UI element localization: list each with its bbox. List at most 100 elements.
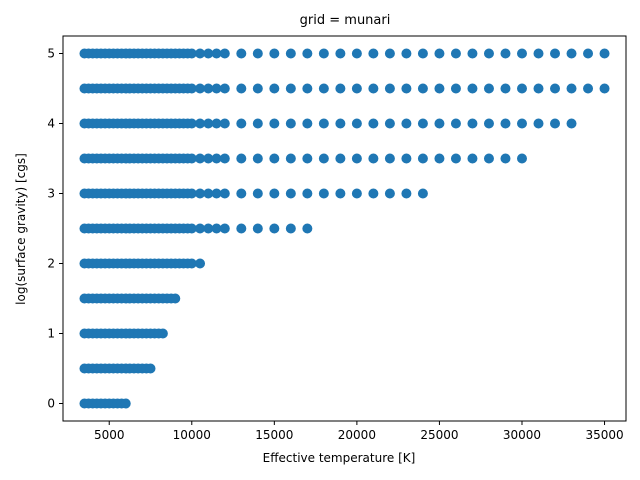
data-point	[285, 223, 296, 234]
data-point	[450, 48, 461, 59]
x-axis-ticks: 5000 10000 15000 20000 25000 30000 35000	[94, 421, 624, 442]
data-point	[483, 153, 494, 164]
data-point	[417, 48, 428, 59]
data-point	[583, 83, 594, 94]
data-point	[401, 188, 412, 199]
data-point	[219, 118, 230, 129]
x-tick-label: 35000	[585, 428, 623, 442]
data-point	[434, 83, 445, 94]
data-point	[566, 83, 577, 94]
data-point	[269, 83, 280, 94]
data-point	[318, 48, 329, 59]
data-point	[211, 188, 222, 199]
data-point	[211, 83, 222, 94]
data-point	[483, 48, 494, 59]
data-point	[351, 188, 362, 199]
data-point	[401, 48, 412, 59]
data-point	[368, 188, 379, 199]
data-point	[186, 118, 197, 129]
data-point	[434, 48, 445, 59]
data-point	[500, 118, 511, 129]
data-point	[302, 118, 313, 129]
data-point	[203, 83, 214, 94]
data-point	[186, 153, 197, 164]
data-point	[318, 153, 329, 164]
data-point	[252, 118, 263, 129]
data-point	[417, 83, 428, 94]
data-point	[269, 188, 280, 199]
x-tick-label: 30000	[503, 428, 541, 442]
data-point	[236, 188, 247, 199]
data-point	[186, 48, 197, 59]
data-point	[533, 118, 544, 129]
data-point	[417, 188, 428, 199]
data-point	[335, 153, 346, 164]
y-axis-ticks: 0 1 2 3 4 5	[47, 47, 63, 411]
data-point	[219, 153, 230, 164]
data-point	[550, 48, 561, 59]
data-point	[195, 153, 206, 164]
data-point	[516, 83, 527, 94]
data-point	[211, 48, 222, 59]
data-point	[318, 118, 329, 129]
y-tick-label: 3	[47, 187, 55, 201]
data-point	[252, 83, 263, 94]
data-point	[195, 258, 206, 269]
y-tick-label: 2	[47, 257, 55, 271]
x-tick-label: 15000	[255, 428, 293, 442]
data-point	[401, 118, 412, 129]
data-point	[351, 153, 362, 164]
data-point	[269, 223, 280, 234]
data-point	[236, 118, 247, 129]
data-point	[195, 83, 206, 94]
data-point	[203, 48, 214, 59]
data-point	[219, 223, 230, 234]
data-point	[417, 118, 428, 129]
data-point	[368, 83, 379, 94]
data-point	[384, 83, 395, 94]
data-point	[516, 153, 527, 164]
data-point	[583, 48, 594, 59]
data-point	[335, 188, 346, 199]
data-point	[203, 118, 214, 129]
data-point	[351, 118, 362, 129]
data-point	[252, 48, 263, 59]
plot-frame	[62, 35, 627, 422]
data-point	[186, 188, 197, 199]
data-point	[211, 223, 222, 234]
data-point	[186, 83, 197, 94]
data-point	[368, 118, 379, 129]
data-point	[450, 83, 461, 94]
data-point	[401, 83, 412, 94]
data-point	[434, 118, 445, 129]
data-point	[368, 48, 379, 59]
data-point	[285, 153, 296, 164]
data-point	[434, 153, 445, 164]
data-point	[566, 118, 577, 129]
data-point	[269, 48, 280, 59]
data-point	[145, 363, 156, 374]
data-point	[467, 48, 478, 59]
chart-title: grid = munari	[300, 13, 391, 28]
y-axis-label: log(surface gravity) [cgs]	[14, 153, 28, 305]
data-point	[467, 118, 478, 129]
data-point	[170, 293, 181, 304]
data-point	[384, 48, 395, 59]
data-point	[211, 153, 222, 164]
x-axis-label: Effective temperature [K]	[263, 451, 416, 465]
data-point	[533, 83, 544, 94]
data-point	[236, 223, 247, 234]
data-point	[566, 48, 577, 59]
data-point	[302, 188, 313, 199]
data-point	[384, 118, 395, 129]
data-point	[384, 153, 395, 164]
data-point	[285, 83, 296, 94]
data-point	[186, 223, 197, 234]
data-point	[368, 153, 379, 164]
data-point	[335, 48, 346, 59]
data-point	[516, 48, 527, 59]
x-tick-label: 25000	[420, 428, 458, 442]
data-point	[120, 398, 131, 409]
data-point	[533, 48, 544, 59]
data-point	[285, 188, 296, 199]
